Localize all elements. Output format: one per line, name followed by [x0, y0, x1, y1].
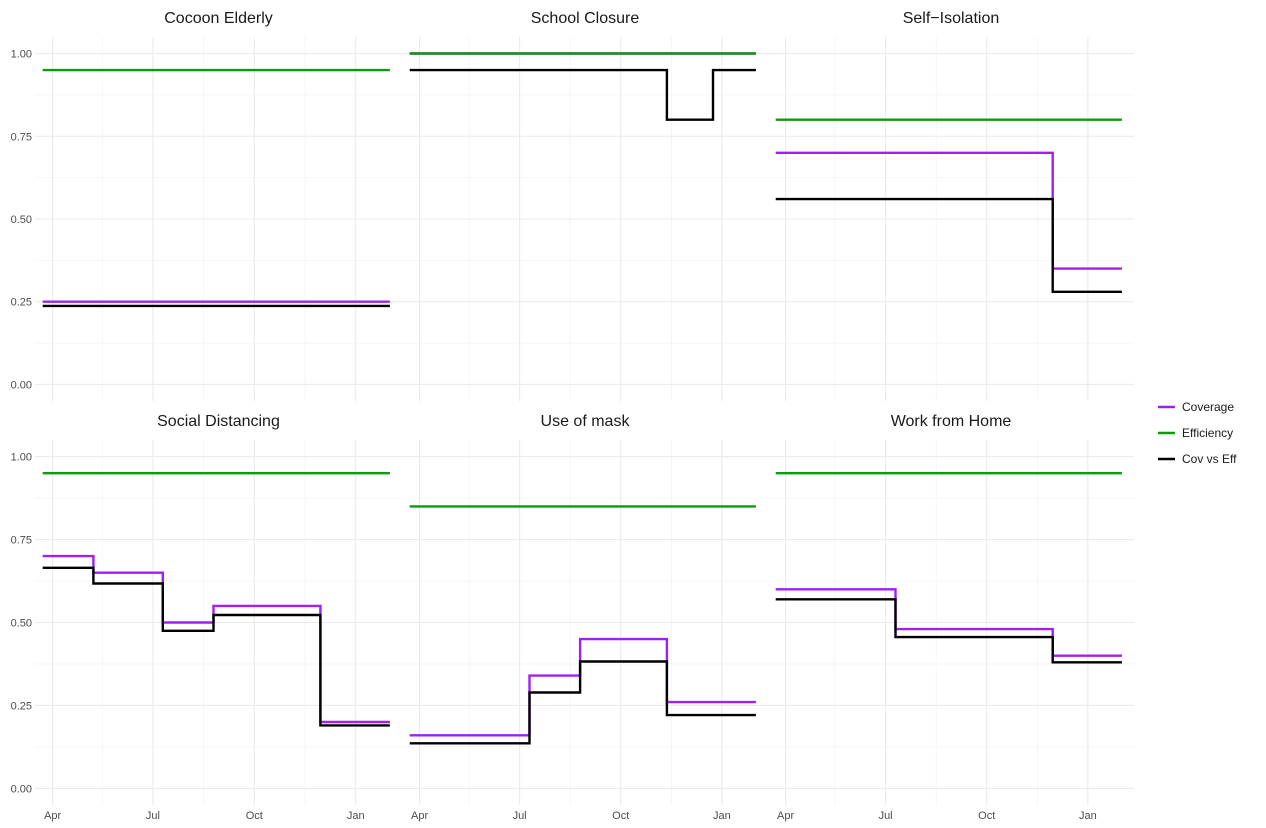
legend-label: Coverage [1182, 400, 1234, 414]
x-tick-label: Jan [1079, 810, 1097, 822]
x-tick-label: Jan [713, 810, 731, 822]
y-tick-label: 0.00 [11, 379, 32, 391]
y-tick-label: 0.50 [11, 214, 32, 226]
x-tick-label: Oct [612, 810, 629, 822]
y-tick-label: 1.00 [11, 452, 32, 464]
series-line-cov-vs-eff [42, 566, 390, 727]
x-tick-label: Jul [146, 810, 160, 822]
x-tick-label: Apr [411, 810, 428, 822]
series-line-cov-vs-eff [409, 660, 756, 745]
y-tick-label: 0.00 [11, 783, 32, 795]
panel-title: Use of mask [541, 413, 631, 430]
y-tick-label: 0.75 [11, 131, 32, 143]
panel-self-isolation: Self−Isolation [768, 10, 1134, 401]
series-line-cov-vs-eff [775, 197, 1122, 293]
panel-school-closure: School Closure [402, 10, 768, 401]
y-tick-label: 1.00 [11, 49, 32, 61]
y-tick-label: 0.50 [11, 618, 32, 630]
panel-title: School Closure [531, 10, 640, 27]
x-tick-label: Jul [879, 810, 893, 822]
panel-title: Social Distancing [157, 413, 280, 430]
legend: Coverage Efficiency Cov vs Eff [1158, 400, 1237, 466]
panel-title: Cocoon Elderly [164, 10, 273, 27]
series-line-coverage [775, 588, 1122, 657]
y-tick-label: 0.25 [11, 700, 32, 712]
series-line-cov-vs-eff [409, 68, 756, 121]
y-tick-label: 0.25 [11, 297, 32, 309]
x-tick-label: Jan [347, 810, 365, 822]
legend-item-efficiency: Efficiency [1158, 426, 1233, 440]
legend-label: Cov vs Eff [1182, 452, 1237, 466]
x-tick-label: Apr [44, 810, 61, 822]
panel-title: Work from Home [891, 413, 1012, 430]
panel-cocoon-elderly: Cocoon Elderly 0.00 0.25 0.50 0.75 1.00 [11, 10, 402, 401]
legend-item-coverage: Coverage [1158, 400, 1234, 414]
x-tick-label: Oct [978, 810, 995, 822]
legend-item-cov-vs-eff: Cov vs Eff [1158, 452, 1237, 466]
x-tick-label: Jul [513, 810, 527, 822]
panel-use-of-mask: Use of mask Apr Jul Oct Jan [402, 413, 768, 822]
panel-title: Self−Isolation [903, 10, 1000, 27]
y-tick-label: 0.75 [11, 535, 32, 547]
series-line-cov-vs-eff [775, 598, 1122, 664]
panel-social-distancing: Social Distancing 0.00 0.25 0.50 0.75 1.00 Apr… [11, 413, 402, 822]
x-tick-label: Oct [246, 810, 263, 822]
facet-panels: Cocoon Elderly 0.00 0.25 0.50 0.75 1.00 School… [11, 10, 1134, 822]
panel-work-from-home: Work from Home Apr Jul Oct Jan [768, 413, 1134, 822]
legend-label: Efficiency [1182, 426, 1233, 440]
x-tick-label: Apr [777, 810, 794, 822]
